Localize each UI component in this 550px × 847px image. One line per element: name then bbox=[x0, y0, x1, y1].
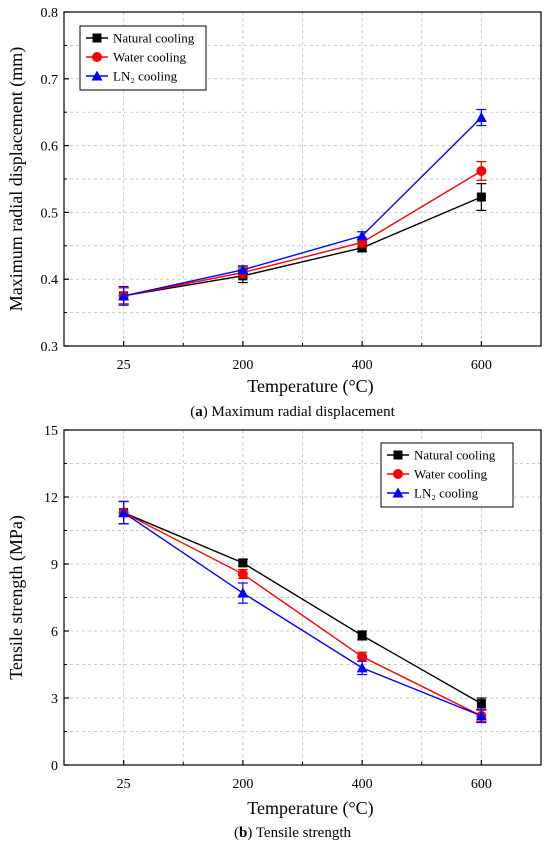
legend-box bbox=[380, 442, 514, 508]
data-point bbox=[476, 165, 487, 176]
y-axis-label: Tensile strength (MPa) bbox=[6, 515, 27, 680]
y-tick-label: 0.5 bbox=[41, 206, 59, 221]
series-2 bbox=[118, 500, 487, 724]
legend-marker bbox=[92, 52, 102, 62]
data-point bbox=[237, 587, 249, 598]
y-tick-label: 9 bbox=[51, 558, 58, 573]
x-tick-label: 400 bbox=[352, 777, 373, 792]
x-tick-label: 200 bbox=[232, 777, 253, 792]
legend-label: Natural cooling bbox=[414, 448, 496, 463]
data-point bbox=[237, 264, 249, 275]
data-point bbox=[476, 699, 486, 709]
x-tick-label: 200 bbox=[232, 358, 253, 373]
data-point bbox=[238, 558, 248, 568]
legend: Natural cooling Water cooling LN₂ cooling bbox=[79, 25, 207, 91]
legend-label: LN₂ cooling bbox=[113, 69, 178, 84]
y-tick-label: 0.6 bbox=[41, 140, 59, 155]
series-line bbox=[123, 170, 482, 297]
y-tick-label: 3 bbox=[51, 692, 58, 707]
series-2 bbox=[118, 108, 487, 306]
legend: Natural cooling Water cooling LN₂ cooling bbox=[380, 442, 514, 508]
data-point bbox=[475, 710, 487, 721]
data-point bbox=[475, 112, 487, 123]
data-point bbox=[118, 290, 130, 301]
data-point bbox=[118, 507, 130, 518]
legend-marker bbox=[92, 33, 102, 43]
y-tick-label: 15 bbox=[44, 424, 58, 439]
legend-label: Water cooling bbox=[113, 50, 186, 65]
legend-label: LN₂ cooling bbox=[414, 486, 479, 501]
series-line bbox=[123, 196, 482, 297]
data-point bbox=[356, 230, 368, 241]
series-line bbox=[123, 512, 482, 717]
y-tick-label: 12 bbox=[44, 491, 58, 506]
x-tick-label: 600 bbox=[471, 777, 492, 792]
y-tick-label: 0.3 bbox=[41, 340, 59, 355]
x-tick-label: 600 bbox=[471, 358, 492, 373]
y-tick-label: 0.7 bbox=[41, 73, 59, 88]
y-tick-label: 0.4 bbox=[41, 273, 59, 288]
data-point bbox=[357, 651, 368, 662]
chart-panel-a: 0.3 0.4 0.5 0.6 0.7 0.8 25 200 400 600 Temperature… bbox=[6, 6, 542, 420]
y-axis-label: Maximum radial displacement (mm) bbox=[6, 47, 27, 311]
data-point bbox=[237, 569, 248, 580]
panel-caption: (a) Maximum radial displacement bbox=[190, 404, 395, 420]
legend-marker bbox=[393, 450, 403, 460]
x-tick-label: 25 bbox=[117, 358, 131, 373]
y-tick-label: 6 bbox=[51, 625, 58, 640]
x-axis-label: Temperature (°C) bbox=[247, 798, 373, 819]
legend-label: Natural cooling bbox=[113, 31, 195, 46]
series-line bbox=[123, 512, 482, 717]
series-line bbox=[123, 117, 482, 297]
x-tick-label: 25 bbox=[117, 777, 131, 792]
legend-label: Water cooling bbox=[414, 467, 487, 482]
legend-marker bbox=[91, 70, 103, 81]
y-tick-label: 0.8 bbox=[41, 6, 59, 21]
data-point bbox=[356, 662, 368, 673]
x-axis-label: Temperature (°C) bbox=[247, 376, 373, 397]
legend-marker bbox=[392, 487, 404, 498]
data-point bbox=[476, 192, 486, 202]
data-point bbox=[357, 243, 367, 253]
panel-caption: (b) Tensile strength bbox=[234, 825, 351, 841]
x-tick-label: 400 bbox=[352, 358, 373, 373]
chart-panel-b: 0 3 6 9 12 15 25 200 400 600 Temperature (°C) Tensi… bbox=[6, 424, 542, 841]
series-line bbox=[123, 511, 482, 705]
legend-marker bbox=[393, 469, 403, 479]
data-point bbox=[357, 630, 367, 640]
y-tick-label: 0 bbox=[51, 759, 58, 774]
